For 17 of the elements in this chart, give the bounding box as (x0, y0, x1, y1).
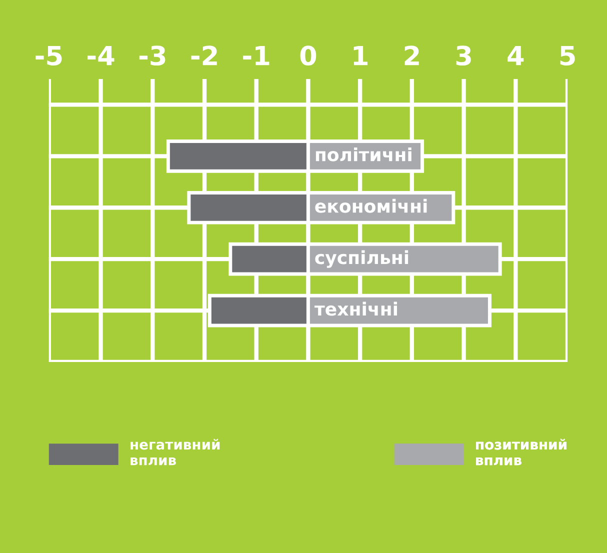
y-tick-label: політичні (316, 147, 412, 162)
x-tick-label: -5 (36, 46, 62, 66)
y-tick-label: суспільні (315, 250, 408, 268)
x-tick-label: 0 (300, 46, 316, 66)
x-tick-label: -2 (191, 46, 217, 66)
x-tick-label: 5 (560, 46, 575, 66)
x-tick-label: 2 (404, 46, 419, 66)
x-tick-label: 1 (354, 46, 368, 66)
x-tick-label: -4 (88, 46, 114, 66)
y-tick-label: економічні (315, 198, 427, 213)
x-tick-label: 3 (456, 46, 471, 66)
x-tick-label: 4 (508, 46, 524, 66)
x-tick-label: -3 (139, 46, 166, 66)
legend-label: позитивний вплив (476, 438, 566, 466)
y-tick-label: технічні (314, 302, 397, 316)
x-tick-label: -1 (243, 46, 270, 66)
legend-label: негативний вплив (130, 438, 220, 466)
